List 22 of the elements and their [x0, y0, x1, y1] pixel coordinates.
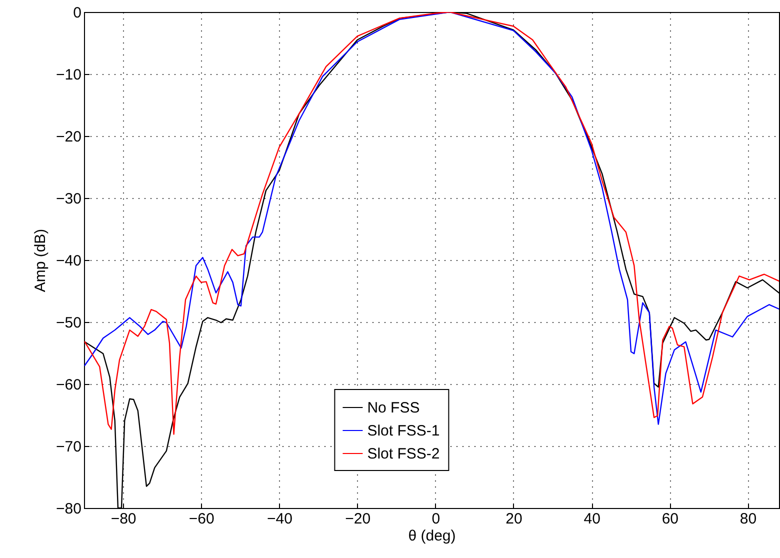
x-tick-label: 80: [740, 510, 757, 528]
legend-label: Slot FSS-1: [367, 422, 440, 440]
x-tick-label: 60: [662, 510, 679, 528]
x-tick-label: 40: [584, 510, 600, 528]
legend-label: No FSS: [367, 399, 420, 416]
y-tick-label: −70: [56, 438, 82, 456]
x-tick-label: 20: [506, 510, 522, 528]
x-tick-label: −80: [110, 510, 136, 528]
x-tick-label: −60: [188, 510, 214, 528]
y-tick-label: 0: [73, 4, 82, 22]
x-axis-title: θ (deg): [408, 528, 456, 544]
y-tick-label: −60: [56, 376, 82, 394]
y-tick-label: −30: [56, 190, 82, 208]
y-tick-label: −10: [56, 66, 82, 84]
y-tick-label: −20: [56, 128, 82, 146]
x-tick-label: 0: [432, 510, 440, 528]
x-tick-label: −40: [267, 510, 292, 528]
x-tick-label: −20: [345, 510, 371, 528]
legend-label: Slot FSS-2: [367, 445, 440, 462]
y-axis-title: Amp (dB): [32, 228, 50, 292]
y-tick-label: −40: [56, 252, 82, 270]
y-tick-label: −50: [56, 314, 82, 332]
